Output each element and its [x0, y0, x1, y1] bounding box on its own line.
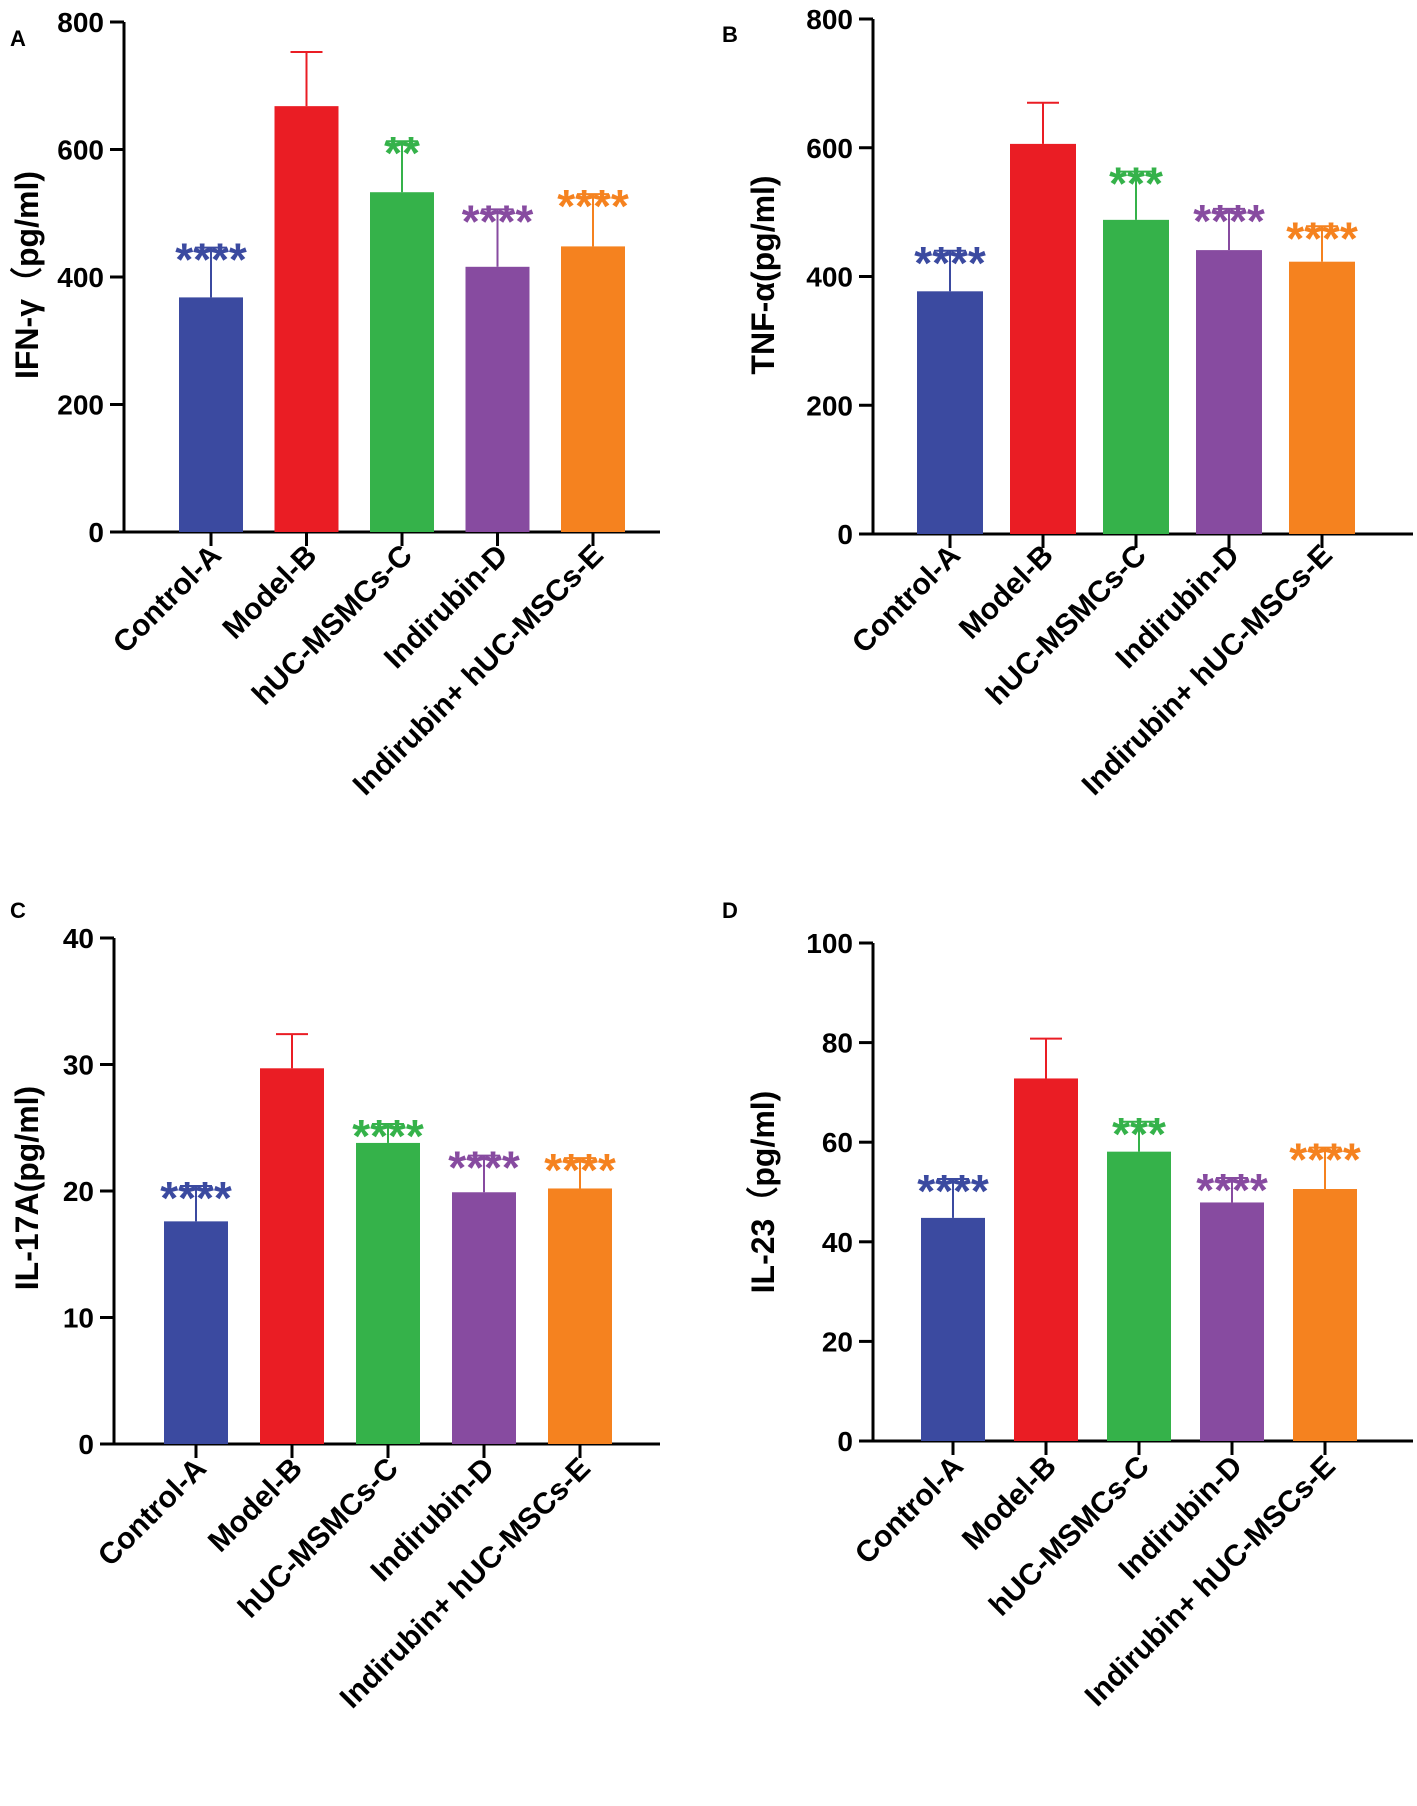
- x-category-label: Control-A: [846, 539, 967, 660]
- bar: [356, 1142, 420, 1444]
- y-axis-title: IFN-γ（pg/ml): [9, 171, 45, 379]
- bar: [260, 1068, 324, 1444]
- x-category-label: hUC-MSMCs-C: [980, 539, 1153, 712]
- y-axis-title: IL-23（pg/ml): [745, 1091, 781, 1294]
- bar: [370, 192, 434, 532]
- significance-label: ****: [175, 234, 247, 286]
- panel-letter: C: [10, 898, 26, 923]
- y-tick-label: 0: [78, 1429, 94, 1460]
- bar: [1289, 261, 1355, 534]
- y-tick-label: 0: [837, 519, 853, 550]
- significance-label: ****: [1289, 1134, 1361, 1186]
- x-category-label: hUC-MSMCs-C: [246, 539, 419, 712]
- bar: [465, 266, 530, 532]
- y-tick-label: 0: [88, 517, 104, 548]
- bar: [1200, 1202, 1264, 1441]
- panel-letter: D: [722, 898, 738, 923]
- significance-label: ****: [1286, 212, 1358, 264]
- x-category-label: Control-A: [92, 1452, 213, 1573]
- significance-label: ****: [352, 1110, 424, 1162]
- panel-b: BTNF-α(pg/ml)0200400600800****Control-AM…: [722, 4, 1413, 802]
- y-axis-title: IL-17A(pg/ml): [9, 1086, 45, 1290]
- bar: [179, 297, 243, 532]
- significance-label: ****: [1196, 1164, 1268, 1216]
- bar: [1293, 1189, 1357, 1441]
- y-tick-label: 40: [63, 923, 94, 954]
- bar: [1103, 219, 1169, 534]
- x-category-label: Control-A: [849, 1450, 970, 1571]
- significance-label: ****: [160, 1172, 232, 1224]
- panel-letter: B: [722, 22, 738, 47]
- y-tick-label: 800: [57, 7, 104, 38]
- significance-label: ****: [914, 237, 986, 289]
- y-tick-label: 800: [806, 4, 853, 35]
- y-tick-label: 200: [57, 390, 104, 421]
- bar: [921, 1217, 985, 1441]
- bar: [1010, 143, 1076, 534]
- bar: [274, 106, 339, 533]
- bar: [1014, 1078, 1078, 1441]
- panel-c: CIL-17A(pg/ml)010203040****Control-AMode…: [9, 898, 660, 1715]
- y-tick-label: 10: [63, 1303, 94, 1334]
- significance-label: **: [384, 127, 420, 179]
- bar: [548, 1188, 612, 1444]
- significance-label: ***: [1112, 1108, 1166, 1160]
- significance-label: ****: [544, 1144, 616, 1196]
- significance-label: ****: [1193, 195, 1265, 247]
- y-tick-label: 0: [837, 1426, 853, 1457]
- y-tick-label: 80: [822, 1028, 853, 1059]
- significance-label: ****: [557, 180, 629, 232]
- x-category-label: hUC-MSMCs-C: [232, 1452, 405, 1625]
- y-tick-label: 400: [806, 262, 853, 293]
- bar: [561, 246, 625, 532]
- panel-a: AIFN-γ（pg/ml)0200400600800****Control-AM…: [9, 7, 660, 802]
- significance-label: ****: [917, 1165, 989, 1217]
- y-axis-title: TNF-α(pg/ml): [745, 175, 781, 374]
- panel-letter: A: [10, 26, 26, 51]
- y-tick-label: 40: [822, 1227, 853, 1258]
- bar: [917, 291, 983, 534]
- panel-d: DIL-23（pg/ml)020406080100****Control-AMo…: [722, 898, 1413, 1713]
- y-tick-label: 600: [57, 135, 104, 166]
- significance-label: ****: [448, 1142, 520, 1194]
- bar: [452, 1192, 516, 1444]
- y-tick-label: 20: [63, 1176, 94, 1207]
- y-tick-label: 60: [822, 1127, 853, 1158]
- bar: [1196, 250, 1262, 534]
- y-tick-label: 30: [63, 1050, 94, 1081]
- significance-label: ***: [1109, 158, 1163, 210]
- x-category-label: Control-A: [107, 539, 228, 660]
- y-tick-label: 200: [806, 390, 853, 421]
- x-category-label: hUC-MSMCs-C: [983, 1450, 1156, 1623]
- significance-label: ****: [462, 195, 534, 247]
- y-tick-label: 20: [822, 1326, 853, 1357]
- y-tick-label: 600: [806, 133, 853, 164]
- y-tick-label: 400: [57, 262, 104, 293]
- bar: [164, 1221, 228, 1444]
- bar: [1107, 1151, 1171, 1441]
- y-tick-label: 100: [806, 928, 853, 959]
